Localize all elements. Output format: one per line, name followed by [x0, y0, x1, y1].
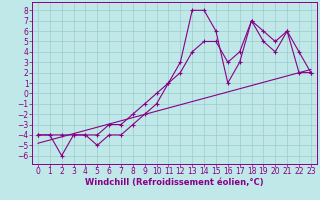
X-axis label: Windchill (Refroidissement éolien,°C): Windchill (Refroidissement éolien,°C)	[85, 178, 264, 187]
